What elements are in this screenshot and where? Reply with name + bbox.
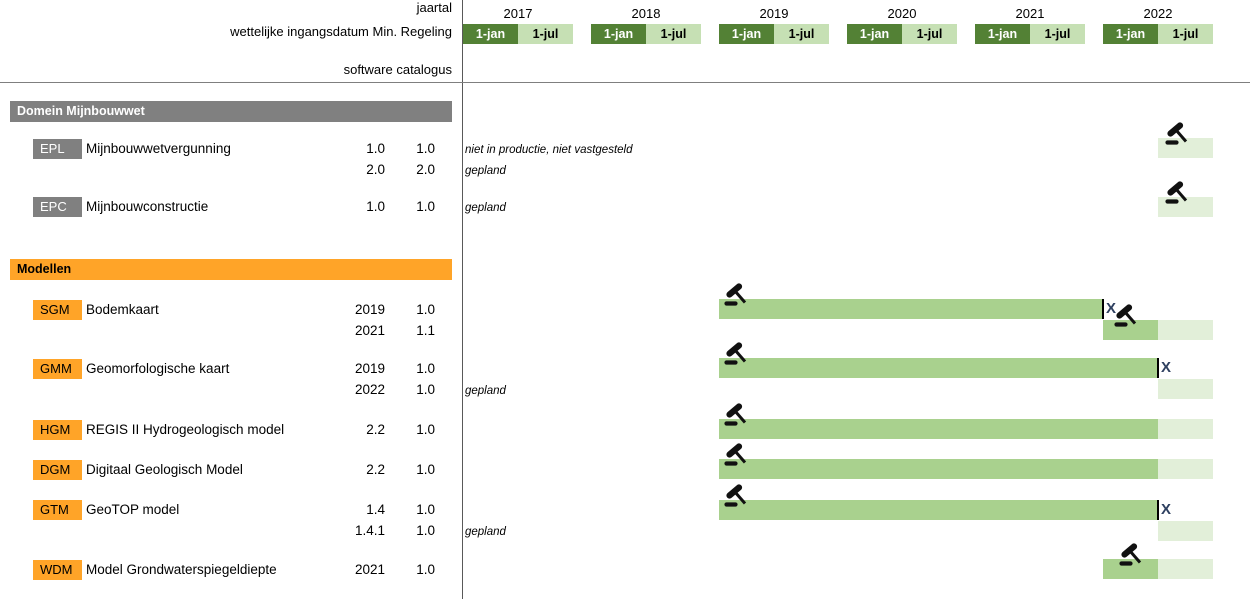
row-name-hgm: REGIS II Hydrogeologisch model bbox=[86, 422, 285, 437]
version-jaartal: 1.0 bbox=[366, 141, 385, 156]
year-label-2017: 2017 bbox=[503, 6, 533, 21]
header-label-jaartal: jaartal bbox=[416, 0, 452, 15]
timeline-cell-jan-2022: 1-jan bbox=[1103, 24, 1158, 44]
row-name-sgm: Bodemkaart bbox=[86, 302, 159, 317]
status-note: niet in productie, niet vastgesteld bbox=[465, 144, 633, 156]
version-regeling: 1.0 bbox=[416, 562, 435, 577]
section-header-1: Modellen bbox=[10, 259, 452, 280]
version-jaartal: 2.2 bbox=[366, 422, 385, 437]
row-name-epl: Mijnbouwwetvergunning bbox=[86, 141, 231, 156]
end-x-marker-sgm1: X bbox=[1106, 300, 1117, 317]
header-label-regeling: wettelijke ingangsdatum Min. Regeling bbox=[230, 24, 452, 39]
version-jaartal: 1.4.1 bbox=[354, 523, 385, 538]
version-regeling: 1.1 bbox=[416, 323, 435, 338]
row-badge-gmm: GMM bbox=[33, 359, 82, 379]
version-regeling: 1.0 bbox=[416, 502, 435, 517]
gavel-icon bbox=[1163, 122, 1191, 148]
status-note: gepland bbox=[465, 202, 506, 214]
timeline-cell-jul-2021: 1-jul bbox=[1030, 24, 1085, 44]
version-jaartal: 1.0 bbox=[366, 199, 385, 214]
gavel-icon bbox=[722, 283, 750, 309]
year-label-2021: 2021 bbox=[1015, 6, 1045, 21]
gantt-bar-gmm1-active bbox=[719, 358, 1158, 378]
gantt-bar-dgm-planned bbox=[1158, 459, 1213, 479]
row-badge-dgm: DGM bbox=[33, 460, 82, 480]
year-label-2018: 2018 bbox=[631, 6, 661, 21]
year-label-2022: 2022 bbox=[1143, 6, 1173, 21]
gantt-bar-gtm1-active bbox=[719, 500, 1158, 520]
status-note: gepland bbox=[465, 165, 506, 177]
version-regeling: 1.0 bbox=[416, 382, 435, 397]
gantt-bar-sgm2-planned bbox=[1158, 320, 1213, 340]
version-jaartal: 2.2 bbox=[366, 462, 385, 477]
gantt-bar-dgm-active bbox=[719, 459, 1158, 479]
version-regeling: 1.0 bbox=[416, 462, 435, 477]
gantt-bar-gtm2-planned bbox=[1158, 521, 1213, 541]
version-jaartal: 2021 bbox=[354, 562, 385, 577]
row-badge-epl: EPL bbox=[33, 139, 82, 159]
version-regeling: 1.0 bbox=[416, 422, 435, 437]
gavel-icon bbox=[722, 484, 750, 510]
gavel-icon bbox=[722, 342, 750, 368]
gantt-bar-wdm-active bbox=[1103, 559, 1158, 579]
timeline-cell-jul-2017: 1-jul bbox=[518, 24, 573, 44]
status-note: gepland bbox=[465, 526, 506, 538]
version-regeling: 1.0 bbox=[416, 141, 435, 156]
gantt-bar-gmm2-planned bbox=[1158, 379, 1213, 399]
timeline-cell-jan-2020: 1-jan bbox=[847, 24, 902, 44]
gavel-icon bbox=[722, 443, 750, 469]
bar-end-line-sgm1 bbox=[1102, 299, 1104, 319]
gantt-bar-hgm-active bbox=[719, 419, 1158, 439]
timeline-cell-jan-2017: 1-jan bbox=[463, 24, 518, 44]
row-name-gtm: GeoTOP model bbox=[86, 502, 180, 517]
row-name-epc: Mijnbouwconstructie bbox=[86, 199, 209, 214]
end-x-marker-gtm1: X bbox=[1161, 501, 1172, 518]
year-label-2020: 2020 bbox=[887, 6, 917, 21]
version-regeling: 1.0 bbox=[416, 199, 435, 214]
timeline-cell-jul-2018: 1-jul bbox=[646, 24, 701, 44]
end-x-marker-gmm1: X bbox=[1161, 359, 1172, 376]
timeline-cell-jan-2021: 1-jan bbox=[975, 24, 1030, 44]
bar-end-line-gtm1 bbox=[1157, 500, 1159, 520]
version-jaartal: 2019 bbox=[354, 302, 385, 317]
version-jaartal: 1.4 bbox=[366, 502, 385, 517]
gantt-bar-wdm-planned bbox=[1158, 559, 1213, 579]
timeline-cell-jul-2022: 1-jul bbox=[1158, 24, 1213, 44]
version-regeling: 1.0 bbox=[416, 302, 435, 317]
timeline-cell-jul-2020: 1-jul bbox=[902, 24, 957, 44]
version-jaartal: 2022 bbox=[354, 382, 385, 397]
header-label-catalogus: software catalogus bbox=[343, 62, 452, 77]
row-name-gmm: Geomorfologische kaart bbox=[86, 361, 230, 376]
row-badge-gtm: GTM bbox=[33, 500, 82, 520]
row-badge-sgm: SGM bbox=[33, 300, 82, 320]
gavel-icon bbox=[1163, 181, 1191, 207]
version-regeling: 1.0 bbox=[416, 523, 435, 538]
status-note: gepland bbox=[465, 385, 506, 397]
gavel-icon bbox=[1112, 304, 1140, 330]
gavel-icon bbox=[1117, 543, 1145, 569]
row-name-dgm: Digitaal Geologisch Model bbox=[86, 462, 243, 477]
timeline-cell-jan-2018: 1-jan bbox=[591, 24, 646, 44]
version-jaartal: 2021 bbox=[354, 323, 385, 338]
row-badge-hgm: HGM bbox=[33, 420, 82, 440]
timeline-cell-jan-2019: 1-jan bbox=[719, 24, 774, 44]
header-divider-line bbox=[0, 82, 1250, 83]
bar-end-line-gmm1 bbox=[1157, 358, 1159, 378]
pane-divider-line bbox=[462, 0, 463, 599]
row-badge-wdm: WDM bbox=[33, 560, 82, 580]
row-name-wdm: Model Grondwaterspiegeldiepte bbox=[86, 562, 277, 577]
section-header-0: Domein Mijnbouwwet bbox=[10, 101, 452, 122]
version-regeling: 1.0 bbox=[416, 361, 435, 376]
timeline-cell-jul-2019: 1-jul bbox=[774, 24, 829, 44]
gantt-bar-hgm-planned bbox=[1158, 419, 1213, 439]
version-regeling: 2.0 bbox=[416, 162, 435, 177]
version-jaartal: 2.0 bbox=[366, 162, 385, 177]
version-jaartal: 2019 bbox=[354, 361, 385, 376]
row-badge-epc: EPC bbox=[33, 197, 82, 217]
gantt-bar-sgm1-active bbox=[719, 299, 1103, 319]
gavel-icon bbox=[722, 403, 750, 429]
year-label-2019: 2019 bbox=[759, 6, 789, 21]
